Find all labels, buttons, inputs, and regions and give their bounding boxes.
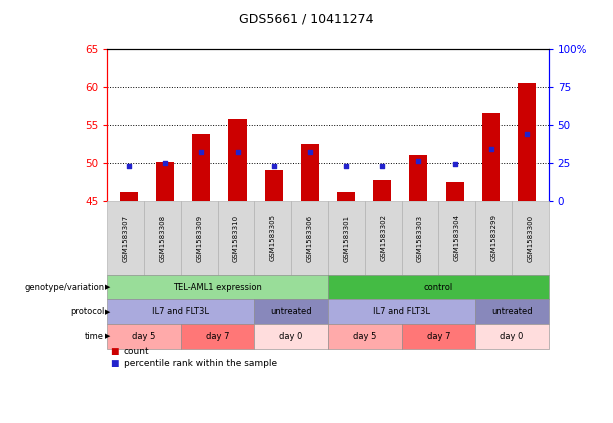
Text: day 7: day 7	[206, 332, 229, 341]
Text: day 5: day 5	[132, 332, 156, 341]
Text: GSM1583307: GSM1583307	[123, 214, 129, 261]
Bar	[156, 162, 174, 201]
Bar	[373, 180, 391, 201]
Text: ▶: ▶	[105, 284, 111, 290]
Text: GSM1583299: GSM1583299	[490, 214, 497, 261]
Bar	[120, 192, 138, 201]
Text: GSM1583309: GSM1583309	[196, 214, 202, 261]
Bar	[409, 155, 427, 201]
Point	[414, 158, 424, 165]
Text: TEL-AML1 expression: TEL-AML1 expression	[173, 283, 262, 292]
Text: GSM1583305: GSM1583305	[270, 214, 276, 261]
Text: GSM1583310: GSM1583310	[233, 214, 239, 261]
Point	[378, 162, 387, 169]
Text: GSM1583308: GSM1583308	[159, 214, 166, 261]
Bar	[301, 144, 319, 201]
Point	[124, 162, 134, 169]
Text: control: control	[424, 283, 453, 292]
Point	[160, 159, 170, 166]
Text: untreated: untreated	[491, 307, 533, 316]
Bar	[446, 182, 463, 201]
Text: protocol: protocol	[70, 307, 104, 316]
Text: day 7: day 7	[427, 332, 450, 341]
Text: IL7 and FLT3L: IL7 and FLT3L	[153, 307, 209, 316]
Text: GSM1583301: GSM1583301	[343, 214, 349, 261]
Point	[268, 162, 278, 169]
Text: day 0: day 0	[500, 332, 524, 341]
Text: ■: ■	[110, 359, 119, 368]
Bar	[337, 192, 355, 201]
Bar	[482, 113, 500, 201]
Text: GSM1583304: GSM1583304	[454, 214, 460, 261]
Point	[486, 146, 496, 153]
Point	[450, 161, 460, 168]
Text: IL7 and FLT3L: IL7 and FLT3L	[373, 307, 430, 316]
Text: GSM1583303: GSM1583303	[417, 214, 423, 261]
Text: genotype/variation: genotype/variation	[24, 283, 104, 292]
Bar	[192, 134, 210, 201]
Bar	[229, 119, 246, 201]
Text: ▶: ▶	[105, 333, 111, 339]
Point	[305, 149, 314, 156]
Text: percentile rank within the sample: percentile rank within the sample	[124, 359, 277, 368]
Text: ▶: ▶	[105, 309, 111, 315]
Text: GDS5661 / 10411274: GDS5661 / 10411274	[239, 13, 374, 25]
Text: count: count	[124, 347, 150, 357]
Point	[196, 149, 206, 156]
Text: GSM1583300: GSM1583300	[527, 214, 533, 261]
Text: ■: ■	[110, 347, 119, 357]
Point	[341, 162, 351, 169]
Text: time: time	[85, 332, 104, 341]
Text: untreated: untreated	[270, 307, 312, 316]
Bar	[265, 170, 283, 201]
Bar	[518, 83, 536, 201]
Text: GSM1583302: GSM1583302	[380, 214, 386, 261]
Point	[522, 131, 532, 137]
Text: day 5: day 5	[353, 332, 376, 341]
Point	[232, 149, 242, 156]
Text: GSM1583306: GSM1583306	[306, 214, 313, 261]
Text: day 0: day 0	[280, 332, 303, 341]
